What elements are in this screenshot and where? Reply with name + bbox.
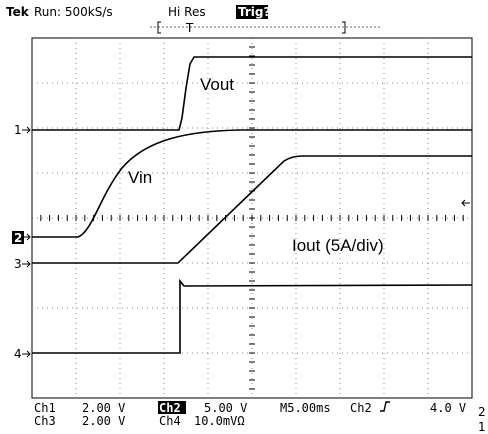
ch1-marker: 1 (14, 123, 22, 137)
readout-scale: 2.00 V (82, 401, 125, 415)
vout-trace (32, 56, 472, 131)
ch4-trace (32, 278, 473, 354)
trigger-box (236, 5, 268, 19)
graticule (31, 37, 473, 399)
ch2-marker: 2 (14, 231, 22, 245)
readout-scale: 5.00 V (204, 401, 247, 415)
run-status: Run: 500kS/s (34, 5, 113, 19)
ch1-arrow (22, 126, 31, 134)
vin-trace (32, 129, 472, 238)
trigger-status: Trig? (238, 5, 270, 19)
ch4-marker: 4 (14, 347, 22, 361)
readout-ch: Ch4 (159, 414, 181, 428)
trigger-level-arrow (461, 199, 470, 207)
ch3-arrow (22, 260, 31, 268)
side-label: 1 (478, 420, 486, 434)
trigger-marker: T (185, 21, 194, 35)
ch2-box (12, 231, 24, 244)
ch2-arrow (24, 233, 31, 241)
brand: Tek (6, 5, 30, 19)
readout-scale: 2.00 V (82, 414, 125, 428)
acq-mode: Hi Res (168, 5, 206, 19)
vin-label: Vin (128, 168, 152, 187)
readout-ch: Ch1 (34, 401, 56, 415)
edge-icon (380, 401, 390, 412)
record-bracket (150, 21, 380, 34)
side-label: 2 (478, 405, 486, 419)
readout-trig-source: Ch2 (350, 401, 372, 415)
readout-scale: 10.0mVΩ (194, 414, 245, 428)
iout-trace (32, 155, 472, 264)
vout-label: Vout (200, 75, 234, 94)
readout-timebase: M5.00ms (280, 401, 331, 415)
readout-ch-box (158, 401, 186, 414)
ch3-marker: 3 (14, 257, 22, 271)
readout-trig-level: 4.0 V (430, 401, 466, 415)
ch4-arrow (22, 350, 31, 358)
readout-ch: Ch3 (34, 414, 56, 428)
iout-label: Iout (5A/div) (292, 236, 384, 255)
readout-ch: Ch2 (159, 401, 181, 415)
